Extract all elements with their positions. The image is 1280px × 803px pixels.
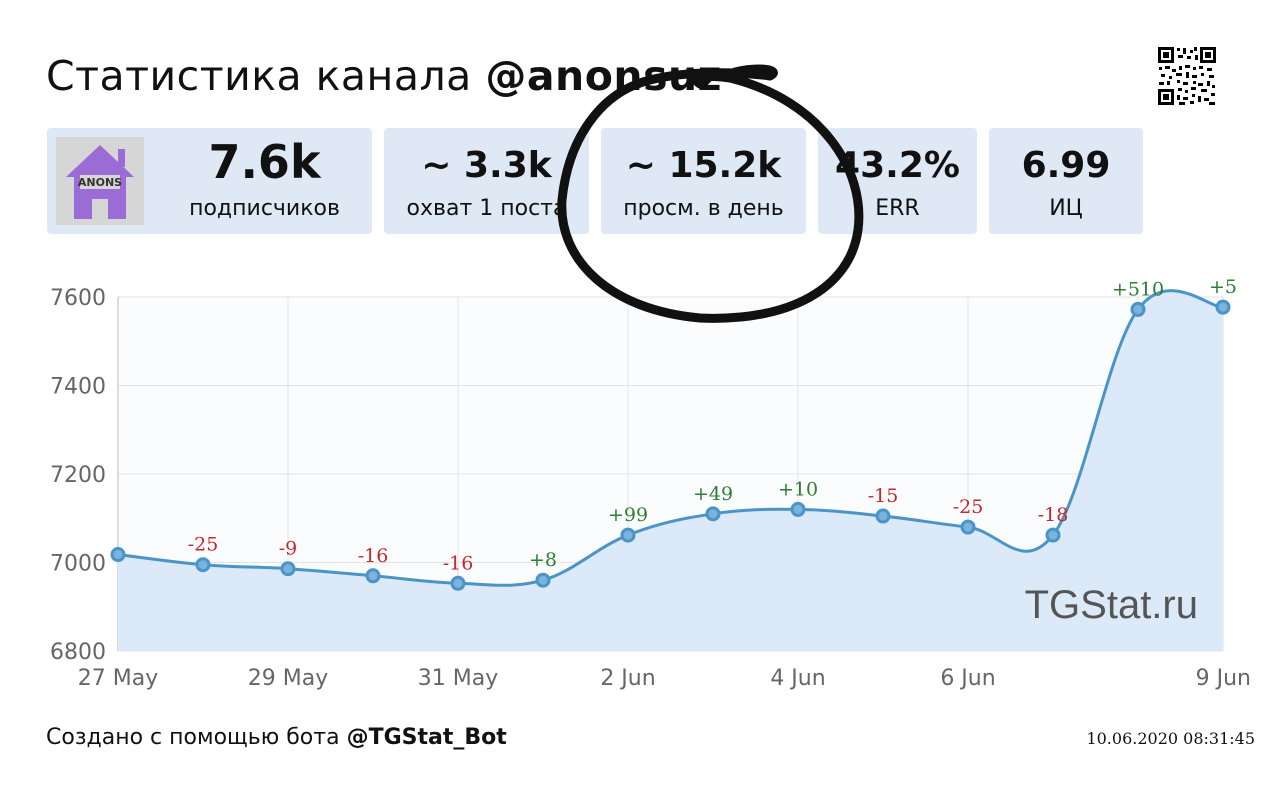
watermark: TGStat.ru <box>1025 583 1198 627</box>
delta-label: -18 <box>1038 504 1069 526</box>
channel-avatar: ANONS <box>56 137 144 225</box>
y-tick-label: 6800 <box>50 640 106 665</box>
delta-label: -16 <box>358 545 389 567</box>
x-tick-label: 4 Jun <box>770 666 825 691</box>
x-tick-label: 29 May <box>248 666 328 691</box>
anons-logo-icon: ANONS <box>66 145 134 219</box>
delta-label: +8 <box>529 549 557 571</box>
data-point <box>110 547 126 563</box>
data-point <box>280 561 296 577</box>
data-point <box>1130 301 1146 317</box>
delta-label: -16 <box>443 552 474 574</box>
reach-card: ~ 3.3k охват 1 поста <box>384 128 589 234</box>
title-prefix: Статистика канала <box>46 52 472 100</box>
delta-label: -15 <box>868 485 899 507</box>
reach-value: ~ 3.3k <box>421 145 552 186</box>
citation-index-card: 6.99 ИЦ <box>989 128 1143 234</box>
subscribers-card: ANONS 7.6k подписчиков <box>47 128 372 234</box>
x-tick-label: 31 May <box>418 666 498 691</box>
subscribers-label: подписчиков <box>189 196 340 221</box>
delta-label: +10 <box>778 478 818 500</box>
data-point <box>1215 299 1231 315</box>
footer-credit: Создано с помощью бота @TGStat_Bot <box>46 722 507 754</box>
data-point <box>705 506 721 522</box>
delta-label: +49 <box>693 483 733 505</box>
footer-bot-link[interactable]: @TGStat_Bot <box>346 725 507 750</box>
delta-label: -9 <box>279 538 298 560</box>
y-tick-label: 7200 <box>50 463 106 488</box>
data-point <box>960 519 976 535</box>
reach-label: охват 1 поста <box>406 196 567 221</box>
delta-label: +99 <box>608 504 648 526</box>
data-point <box>620 527 636 543</box>
x-tick-label: 2 Jun <box>600 666 655 691</box>
qr-code-icon <box>1157 46 1217 106</box>
footer-timestamp: 10.06.2020 08:31:45 <box>1086 729 1255 748</box>
data-point <box>450 575 466 591</box>
err-label: ERR <box>875 196 920 221</box>
y-tick-label: 7000 <box>50 552 106 577</box>
data-point <box>790 501 806 517</box>
delta-label: +510 <box>1112 278 1164 300</box>
delta-label: -25 <box>188 534 219 556</box>
citation-index-label: ИЦ <box>1049 196 1083 221</box>
subscribers-value: 7.6k <box>208 135 321 189</box>
series-area <box>118 290 1223 651</box>
data-point <box>365 568 381 584</box>
x-tick-label: 9 Jun <box>1196 666 1251 691</box>
x-tick-label: 27 May <box>78 666 158 691</box>
data-point <box>1045 527 1061 543</box>
footer-made-with: Создано с помощью бота <box>46 725 340 750</box>
delta-label: +5 <box>1209 276 1237 298</box>
citation-index-value: 6.99 <box>1021 145 1111 186</box>
y-tick-label: 7400 <box>50 375 106 400</box>
data-point <box>195 557 211 573</box>
y-tick-label: 7600 <box>50 286 106 311</box>
data-point <box>875 508 891 524</box>
x-tick-label: 6 Jun <box>940 666 995 691</box>
delta-label: -25 <box>953 496 984 518</box>
logo-text: ANONS <box>78 176 122 189</box>
data-point <box>535 572 551 588</box>
